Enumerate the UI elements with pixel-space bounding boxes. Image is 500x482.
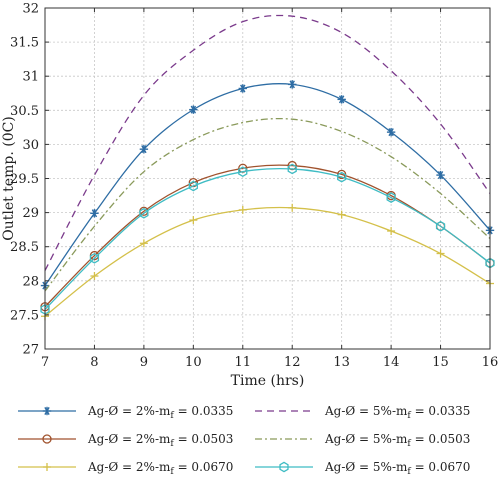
data-point-marker	[90, 272, 99, 281]
series-5	[41, 203, 494, 321]
legend-item: Ag-Ø = 2%-mf = 0.0670	[18, 460, 233, 477]
legend-label: Ag-Ø = 5%-mf = 0.0670	[324, 460, 470, 477]
y-axis: 27 27.5 28 28.5 29 29.5 30 30.5 31 31.5 32	[10, 2, 490, 358]
legend-label: Ag-Ø = 2%-mf = 0.0670	[87, 460, 233, 477]
data-point-marker	[435, 220, 446, 232]
x-tick-label: 12	[284, 355, 301, 370]
series-line	[44, 14, 491, 271]
data-point-marker	[337, 210, 346, 219]
x-tick-label: 16	[482, 355, 499, 370]
grid-lines	[44, 7, 491, 350]
x-axis: 7 8 9 10 11 12 13 14 15 16	[41, 8, 498, 370]
series-6	[40, 163, 495, 315]
series-3	[40, 160, 495, 312]
data-point-marker	[337, 95, 346, 104]
x-tick-label: 9	[140, 355, 148, 370]
y-tick-label: 29	[22, 206, 39, 221]
legend-item: Ag-Ø = 2%-mf = 0.0335	[18, 404, 233, 421]
x-tick-label: 15	[432, 355, 449, 370]
data-point-marker	[287, 163, 297, 175]
legend-label: Ag-Ø = 2%-mf = 0.0503	[87, 432, 233, 449]
series-line	[44, 206, 491, 317]
data-point-marker	[139, 239, 148, 248]
legend-item: Ag-Ø = 5%-mf = 0.0503	[255, 432, 470, 449]
data-point-marker	[188, 180, 198, 192]
data-point-marker	[42, 434, 52, 444]
y-tick-label: 28	[22, 274, 39, 289]
data-point-marker	[436, 249, 445, 258]
legend: Ag-Ø = 2%-mf = 0.0335 Ag-Ø = 5%-mf = 0.03…	[18, 404, 470, 477]
x-tick-label: 10	[185, 355, 202, 370]
y-tick-label: 31.5	[10, 36, 39, 51]
data-point-marker	[387, 227, 396, 236]
series-2	[44, 14, 491, 271]
x-tick-label: 13	[333, 355, 350, 370]
series-1	[40, 80, 495, 290]
series-layer	[40, 14, 495, 321]
y-tick-label: 30.5	[10, 104, 39, 119]
data-point-marker	[386, 127, 396, 137]
y-tick-label: 27.5	[10, 308, 39, 323]
series-line	[44, 117, 491, 292]
data-point-marker	[279, 461, 289, 473]
series-line	[44, 164, 491, 308]
data-point-marker	[42, 406, 52, 416]
data-point-marker	[436, 170, 445, 180]
series-line	[44, 167, 491, 310]
y-tick-label: 30	[22, 138, 39, 153]
legend-item: Ag-Ø = 5%-mf = 0.0670	[255, 460, 470, 477]
legend-label: Ag-Ø = 5%-mf = 0.0335	[324, 404, 470, 421]
x-tick-label: 14	[383, 355, 400, 370]
y-tick-label: 28.5	[10, 240, 39, 255]
x-tick-label: 8	[90, 355, 98, 370]
data-point-marker	[189, 105, 198, 114]
data-point-marker	[238, 84, 247, 93]
data-point-marker	[238, 205, 247, 214]
plot-frame	[44, 7, 491, 350]
legend-label: Ag-Ø = 2%-mf = 0.0335	[87, 404, 233, 421]
legend-item: Ag-Ø = 2%-mf = 0.0503	[18, 432, 233, 449]
x-axis-label: Time (hrs)	[231, 373, 305, 389]
data-point-marker	[238, 166, 248, 178]
series-4	[44, 117, 491, 292]
data-point-marker	[386, 192, 396, 203]
y-tick-label: 32	[22, 2, 39, 17]
series-line	[44, 83, 491, 286]
data-point-marker	[43, 463, 51, 471]
data-point-marker	[189, 216, 198, 225]
data-point-marker	[90, 209, 99, 218]
data-point-marker	[337, 171, 347, 183]
data-point-marker	[288, 203, 297, 212]
legend-label: Ag-Ø = 5%-mf = 0.0503	[324, 432, 470, 449]
data-point-marker	[288, 80, 297, 89]
y-axis-label: Outlet temp. (0C)	[1, 116, 17, 241]
data-point-marker	[139, 207, 149, 219]
y-tick-label: 29.5	[10, 172, 39, 187]
y-tick-label: 31	[22, 70, 39, 85]
x-tick-label: 7	[41, 355, 49, 370]
x-tick-label: 11	[235, 355, 252, 370]
legend-item: Ag-Ø = 5%-mf = 0.0335	[255, 404, 470, 421]
y-tick-label: 27	[22, 343, 39, 358]
data-point-marker	[89, 252, 100, 264]
data-point-marker	[139, 144, 149, 154]
